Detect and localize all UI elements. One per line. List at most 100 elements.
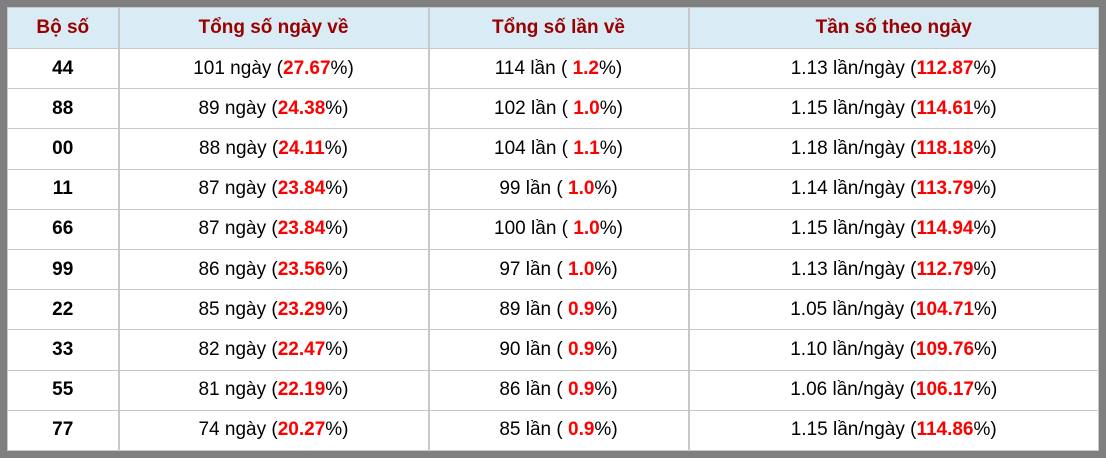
table-row: 88 89 ngày (24.38%) 102 lần ( 1.0%) 1.15… bbox=[7, 88, 1099, 130]
times-cell: 114 lần ( 1.2%) bbox=[427, 47, 689, 90]
frequency-text: 1.13 lần/ngày ( bbox=[790, 258, 917, 280]
days-text: 85 ngày ( bbox=[198, 298, 278, 320]
frequency-cell: 1.13 lần/ngày (112.87%) bbox=[687, 47, 1099, 90]
days-percent: 23.84 bbox=[277, 218, 326, 240]
pair-statistics-table: Bộ số Tổng số ngày về Tổng số lần về Tần… bbox=[7, 7, 1099, 451]
days-cell: 101 ngày (27.67%) bbox=[117, 47, 429, 90]
frequency-percent: 114.61 bbox=[916, 97, 974, 119]
frequency-percent: 118.18 bbox=[916, 137, 974, 159]
frequency-suffix: %) bbox=[974, 379, 998, 401]
days-percent: 23.56 bbox=[277, 258, 326, 280]
table-body: 44 101 ngày (27.67%) 114 lần ( 1.2%) 1.1… bbox=[7, 47, 1099, 451]
times-percent: 1.1 bbox=[573, 137, 600, 159]
times-cell: 100 lần ( 1.0%) bbox=[427, 208, 689, 250]
frequency-text: 1.14 lần/ngày ( bbox=[790, 178, 917, 200]
days-suffix: %) bbox=[325, 419, 349, 441]
frequency-suffix: %) bbox=[973, 57, 997, 79]
table-row: 55 81 ngày (22.19%) 86 lần ( 0.9%) 1.06 … bbox=[7, 369, 1099, 411]
frequency-text: 1.15 lần/ngày ( bbox=[790, 218, 917, 240]
times-suffix: %) bbox=[599, 137, 623, 159]
times-cell: 99 lần ( 1.0%) bbox=[427, 168, 689, 210]
days-cell: 74 ngày (20.27%) bbox=[117, 409, 429, 451]
times-percent: 1.2 bbox=[572, 57, 599, 79]
pair-cell: 00 bbox=[7, 128, 119, 170]
times-suffix: %) bbox=[594, 338, 618, 360]
column-header-frequency: Tần số theo ngày bbox=[687, 7, 1099, 49]
column-header-days: Tổng số ngày về bbox=[117, 7, 429, 49]
days-cell: 87 ngày (23.84%) bbox=[117, 208, 429, 250]
table-row: 22 85 ngày (23.29%) 89 lần ( 0.9%) 1.05 … bbox=[7, 289, 1099, 331]
days-suffix: %) bbox=[324, 137, 348, 159]
frequency-suffix: %) bbox=[973, 97, 997, 119]
frequency-cell: 1.14 lần/ngày (113.79%) bbox=[687, 168, 1099, 210]
frequency-percent: 112.87 bbox=[916, 57, 974, 79]
days-percent: 23.29 bbox=[277, 298, 326, 320]
frequency-suffix: %) bbox=[974, 298, 998, 320]
days-text: 101 ngày ( bbox=[193, 57, 283, 79]
frequency-suffix: %) bbox=[974, 338, 998, 360]
times-percent: 1.0 bbox=[573, 97, 600, 119]
times-text: 99 lần ( bbox=[499, 178, 568, 200]
frequency-percent: 109.76 bbox=[915, 338, 975, 360]
days-cell: 82 ngày (22.47%) bbox=[117, 329, 429, 371]
days-cell: 88 ngày (24.11%) bbox=[117, 128, 429, 170]
pair-cell: 33 bbox=[7, 329, 119, 371]
days-suffix: %) bbox=[325, 218, 349, 240]
table-row: 00 88 ngày (24.11%) 104 lần ( 1.1%) 1.18… bbox=[7, 128, 1099, 170]
times-percent: 1.0 bbox=[568, 258, 595, 280]
column-header-times: Tổng số lần về bbox=[427, 7, 689, 49]
frequency-cell: 1.06 lần/ngày (106.17%) bbox=[687, 369, 1099, 411]
frequency-cell: 1.10 lần/ngày (109.76%) bbox=[687, 329, 1099, 371]
frequency-percent: 106.17 bbox=[915, 379, 975, 401]
times-text: 104 lần ( bbox=[494, 137, 574, 159]
times-text: 100 lần ( bbox=[494, 218, 574, 240]
table-row: 99 86 ngày (23.56%) 97 lần ( 1.0%) 1.13 … bbox=[7, 248, 1099, 291]
times-cell: 97 lần ( 1.0%) bbox=[427, 248, 689, 291]
frequency-percent: 112.79 bbox=[916, 258, 974, 280]
frequency-cell: 1.15 lần/ngày (114.61%) bbox=[687, 88, 1099, 130]
times-text: 86 lần ( bbox=[499, 379, 568, 401]
times-percent: 1.0 bbox=[573, 218, 600, 240]
times-suffix: %) bbox=[599, 218, 623, 240]
times-cell: 86 lần ( 0.9%) bbox=[427, 369, 689, 411]
frequency-text: 1.15 lần/ngày ( bbox=[790, 419, 917, 441]
frequency-text: 1.06 lần/ngày ( bbox=[790, 379, 916, 401]
frequency-text: 1.15 lần/ngày ( bbox=[790, 97, 917, 119]
days-text: 88 ngày ( bbox=[199, 137, 279, 159]
frequency-suffix: %) bbox=[973, 218, 997, 240]
times-cell: 85 lần ( 0.9%) bbox=[427, 409, 689, 451]
times-percent: 1.0 bbox=[568, 178, 595, 200]
days-text: 74 ngày ( bbox=[198, 419, 278, 441]
times-suffix: %) bbox=[594, 178, 618, 200]
times-text: 114 lần ( bbox=[494, 57, 573, 79]
times-suffix: %) bbox=[594, 258, 618, 280]
table-header: Bộ số Tổng số ngày về Tổng số lần về Tần… bbox=[7, 7, 1099, 49]
frequency-text: 1.05 lần/ngày ( bbox=[790, 298, 916, 320]
days-suffix: %) bbox=[325, 338, 349, 360]
days-percent: 20.27 bbox=[277, 419, 326, 441]
pair-cell: 22 bbox=[7, 289, 119, 331]
days-cell: 86 ngày (23.56%) bbox=[117, 248, 429, 291]
table-row: 66 87 ngày (23.84%) 100 lần ( 1.0%) 1.15… bbox=[7, 208, 1099, 250]
pair-cell: 66 bbox=[7, 208, 119, 250]
times-text: 102 lần ( bbox=[494, 97, 574, 119]
frequency-cell: 1.13 lần/ngày (112.79%) bbox=[687, 248, 1099, 291]
frequency-suffix: %) bbox=[973, 419, 997, 441]
times-suffix: %) bbox=[599, 97, 623, 119]
days-cell: 87 ngày (23.84%) bbox=[117, 168, 429, 210]
times-suffix: %) bbox=[599, 57, 623, 79]
header-row: Bộ số Tổng số ngày về Tổng số lần về Tần… bbox=[7, 7, 1099, 49]
times-percent: 0.9 bbox=[568, 419, 595, 441]
times-text: 85 lần ( bbox=[499, 419, 568, 441]
pair-cell: 99 bbox=[7, 248, 119, 291]
column-header-pair: Bộ số bbox=[7, 7, 119, 49]
days-suffix: %) bbox=[325, 379, 349, 401]
days-text: 82 ngày ( bbox=[198, 338, 278, 360]
days-percent: 22.19 bbox=[277, 379, 326, 401]
frequency-cell: 1.15 lần/ngày (114.86%) bbox=[687, 409, 1099, 451]
days-cell: 81 ngày (22.19%) bbox=[117, 369, 429, 411]
frequency-cell: 1.05 lần/ngày (104.71%) bbox=[687, 289, 1099, 331]
table-row: 11 87 ngày (23.84%) 99 lần ( 1.0%) 1.14 … bbox=[7, 168, 1099, 210]
frequency-suffix: %) bbox=[973, 137, 997, 159]
